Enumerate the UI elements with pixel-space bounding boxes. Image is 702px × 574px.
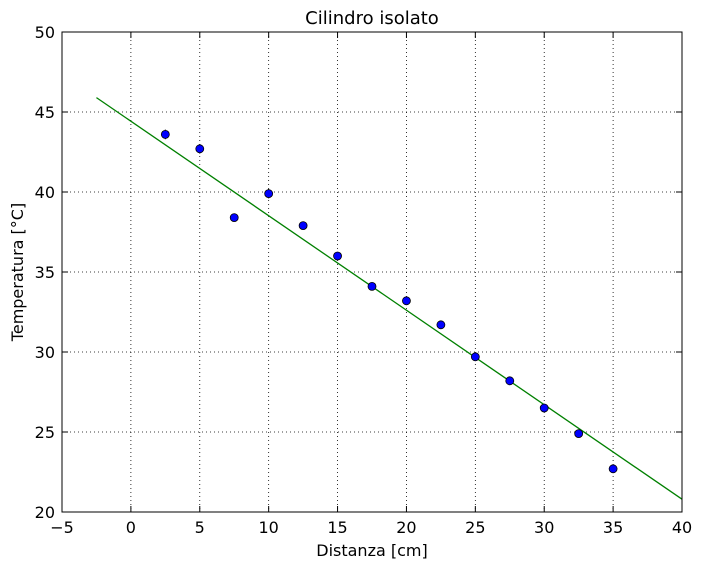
- y-tick-label: 35: [35, 263, 55, 282]
- x-tick-labels: −5 0 5 10 15 20 25 30 35 40: [50, 518, 692, 537]
- y-tick-label: 45: [35, 103, 55, 122]
- fit-line: [96, 97, 683, 500]
- x-tick-label: 15: [327, 518, 347, 537]
- data-point: [539, 403, 549, 413]
- data-point: [160, 129, 170, 139]
- x-tick-label: 0: [126, 518, 136, 537]
- data-point: [229, 213, 239, 223]
- x-tick-label: 25: [465, 518, 485, 537]
- data-point: [333, 251, 342, 261]
- axis-ticks: [61, 31, 683, 513]
- x-tick-label: 35: [603, 518, 623, 537]
- data-point: [367, 281, 377, 291]
- data-point: [264, 189, 274, 199]
- y-tick-label: 40: [35, 183, 55, 202]
- y-tick-label: 50: [35, 23, 55, 42]
- x-tick-label: 40: [672, 518, 692, 537]
- data-point: [505, 376, 515, 386]
- data-point: [436, 320, 446, 330]
- data-point: [470, 352, 480, 362]
- x-tick-label: 20: [396, 518, 416, 537]
- x-tick-label: 30: [534, 518, 554, 537]
- y-tick-label: 25: [35, 423, 55, 442]
- x-tick-label: −5: [50, 518, 74, 537]
- data-points-layer: [160, 129, 618, 474]
- data-point: [402, 296, 411, 306]
- y-axis-label: Temperatura [°C]: [8, 203, 27, 342]
- data-point: [574, 429, 584, 439]
- y-tick-label: 20: [35, 503, 55, 522]
- y-tick-label: 30: [35, 343, 55, 362]
- chart-title: Cilindro isolato: [305, 8, 439, 29]
- x-tick-label: 10: [258, 518, 278, 537]
- fit-line-layer: [96, 97, 683, 500]
- data-point: [195, 144, 205, 154]
- x-tick-label: 5: [195, 518, 205, 537]
- data-point: [298, 221, 308, 231]
- x-axis-label: Distanza [cm]: [316, 541, 427, 560]
- data-point: [608, 464, 618, 474]
- y-tick-labels: 20 25 30 35 40 45 50: [35, 23, 55, 522]
